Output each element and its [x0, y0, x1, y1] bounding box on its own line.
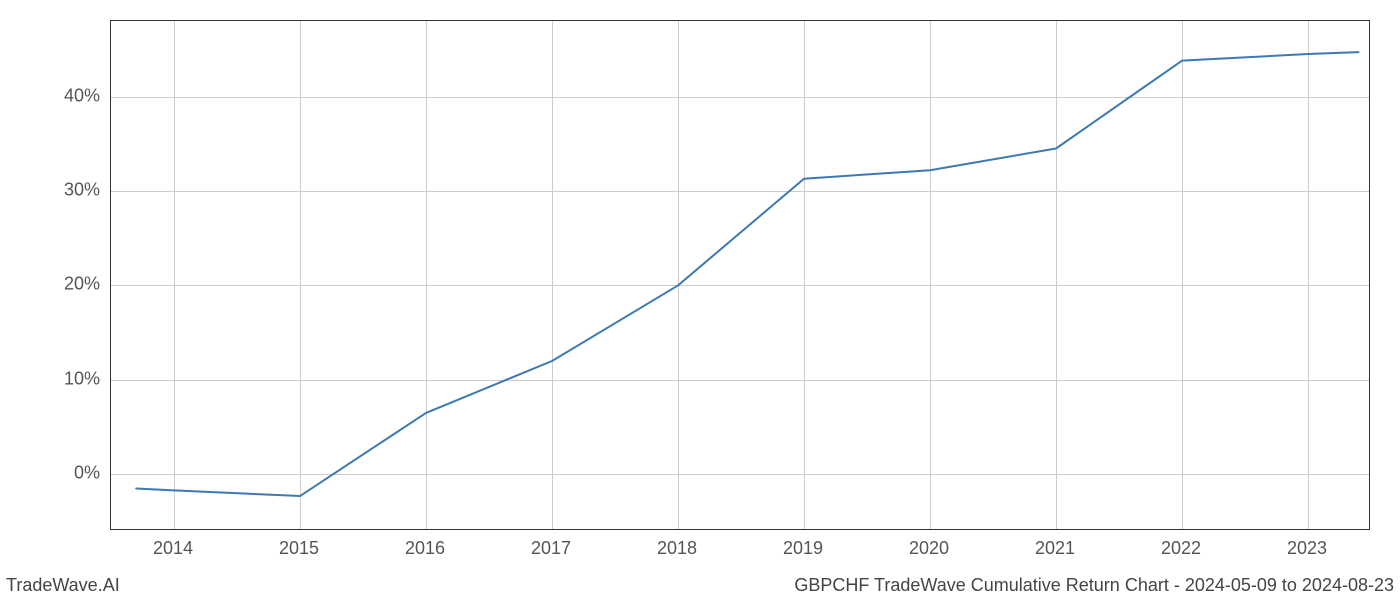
x-tick-label: 2017	[531, 538, 571, 559]
y-tick-label: 30%	[50, 180, 100, 201]
x-tick-label: 2018	[657, 538, 697, 559]
footer-left-label: TradeWave.AI	[6, 575, 120, 596]
y-tick-label: 0%	[50, 463, 100, 484]
x-tick-label: 2016	[405, 538, 445, 559]
x-tick-label: 2014	[153, 538, 193, 559]
x-tick-label: 2021	[1035, 538, 1075, 559]
plot-area	[110, 20, 1370, 530]
line-series-cumulative-return	[136, 52, 1358, 496]
chart-container: TradeWave.AI GBPCHF TradeWave Cumulative…	[0, 0, 1400, 600]
y-tick-label: 40%	[50, 85, 100, 106]
x-tick-label: 2019	[783, 538, 823, 559]
x-tick-label: 2022	[1161, 538, 1201, 559]
x-tick-label: 2015	[279, 538, 319, 559]
chart-svg	[111, 21, 1371, 531]
footer-right-label: GBPCHF TradeWave Cumulative Return Chart…	[794, 575, 1394, 596]
x-tick-label: 2023	[1287, 538, 1327, 559]
y-tick-label: 10%	[50, 368, 100, 389]
x-tick-label: 2020	[909, 538, 949, 559]
y-tick-label: 20%	[50, 274, 100, 295]
